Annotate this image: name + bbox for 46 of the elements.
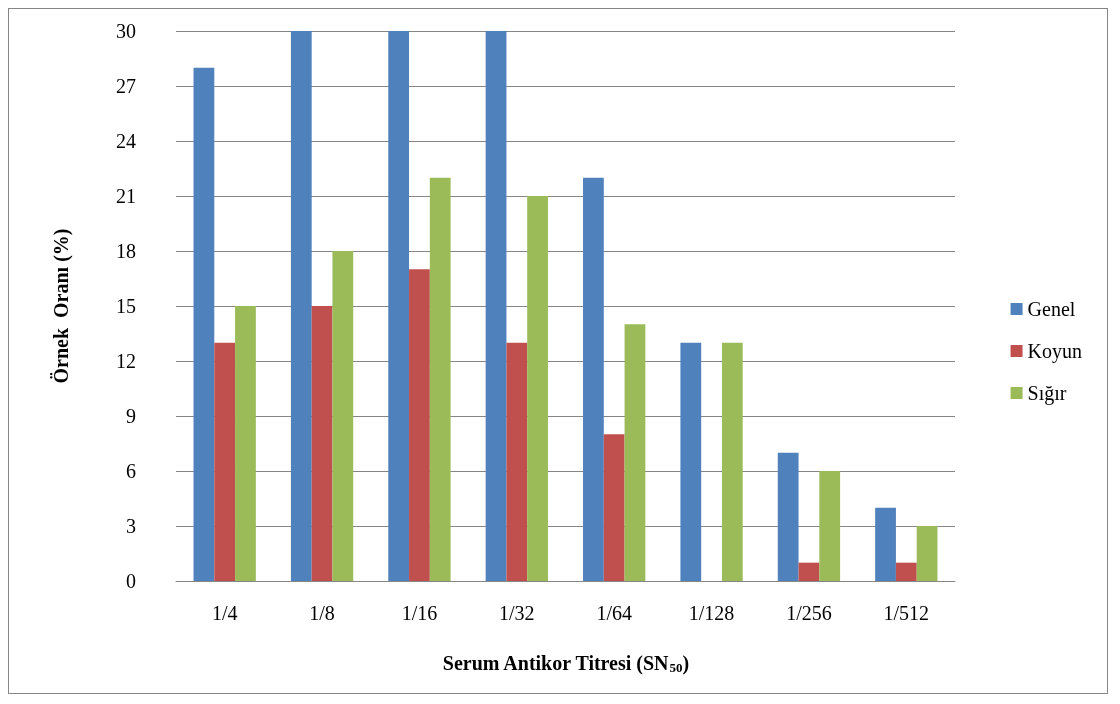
y-tick-label: 21 bbox=[116, 185, 136, 207]
bar bbox=[680, 342, 702, 581]
y-tick-label: 30 bbox=[116, 20, 136, 42]
bar bbox=[388, 31, 410, 581]
bar bbox=[527, 196, 548, 581]
x-tick-label: 1/256 bbox=[786, 602, 832, 624]
bar bbox=[235, 306, 256, 581]
y-tick-label: 0 bbox=[126, 570, 136, 592]
bar bbox=[624, 324, 646, 581]
bar bbox=[583, 177, 604, 581]
y-tick-label: 6 bbox=[126, 460, 136, 482]
bar bbox=[798, 562, 820, 581]
x-tick-label: 1/512 bbox=[883, 602, 930, 624]
legend-label: Koyun bbox=[1027, 340, 1083, 363]
y-tick-label: 27 bbox=[116, 75, 136, 97]
y-tick-label: 12 bbox=[116, 350, 136, 372]
bar bbox=[332, 251, 354, 581]
bar bbox=[916, 526, 938, 581]
bar bbox=[311, 306, 333, 581]
x-tick-label: 1/4 bbox=[211, 602, 238, 624]
bar bbox=[875, 507, 896, 581]
bar bbox=[409, 269, 430, 581]
bar bbox=[429, 177, 451, 581]
x-tick-label: 1/16 bbox=[401, 602, 438, 624]
y-tick-label: 15 bbox=[116, 295, 136, 317]
y-tick-label: 24 bbox=[116, 130, 136, 152]
bar bbox=[290, 31, 312, 581]
legend-label: Sığır bbox=[1027, 382, 1067, 405]
x-tick-label: 1/128 bbox=[688, 602, 735, 624]
x-tick-label: 1/8 bbox=[309, 602, 335, 624]
bar bbox=[895, 562, 917, 581]
y-tick-label: 9 bbox=[126, 405, 136, 427]
x-tick-label: 1/32 bbox=[499, 602, 535, 624]
bar bbox=[485, 31, 507, 581]
y-tick-label: 18 bbox=[116, 240, 136, 262]
y-axis-title: Örnek Oranı (%) bbox=[50, 228, 73, 384]
bar bbox=[819, 471, 841, 581]
y-tick-label: 3 bbox=[126, 515, 136, 537]
bar bbox=[214, 342, 236, 581]
bar bbox=[721, 342, 743, 581]
bar bbox=[777, 452, 799, 581]
bar bbox=[193, 67, 215, 581]
legend-label: Genel bbox=[1027, 298, 1076, 320]
x-tick-label: 1/64 bbox=[596, 602, 632, 624]
bar bbox=[506, 342, 528, 581]
bar bbox=[603, 434, 625, 581]
